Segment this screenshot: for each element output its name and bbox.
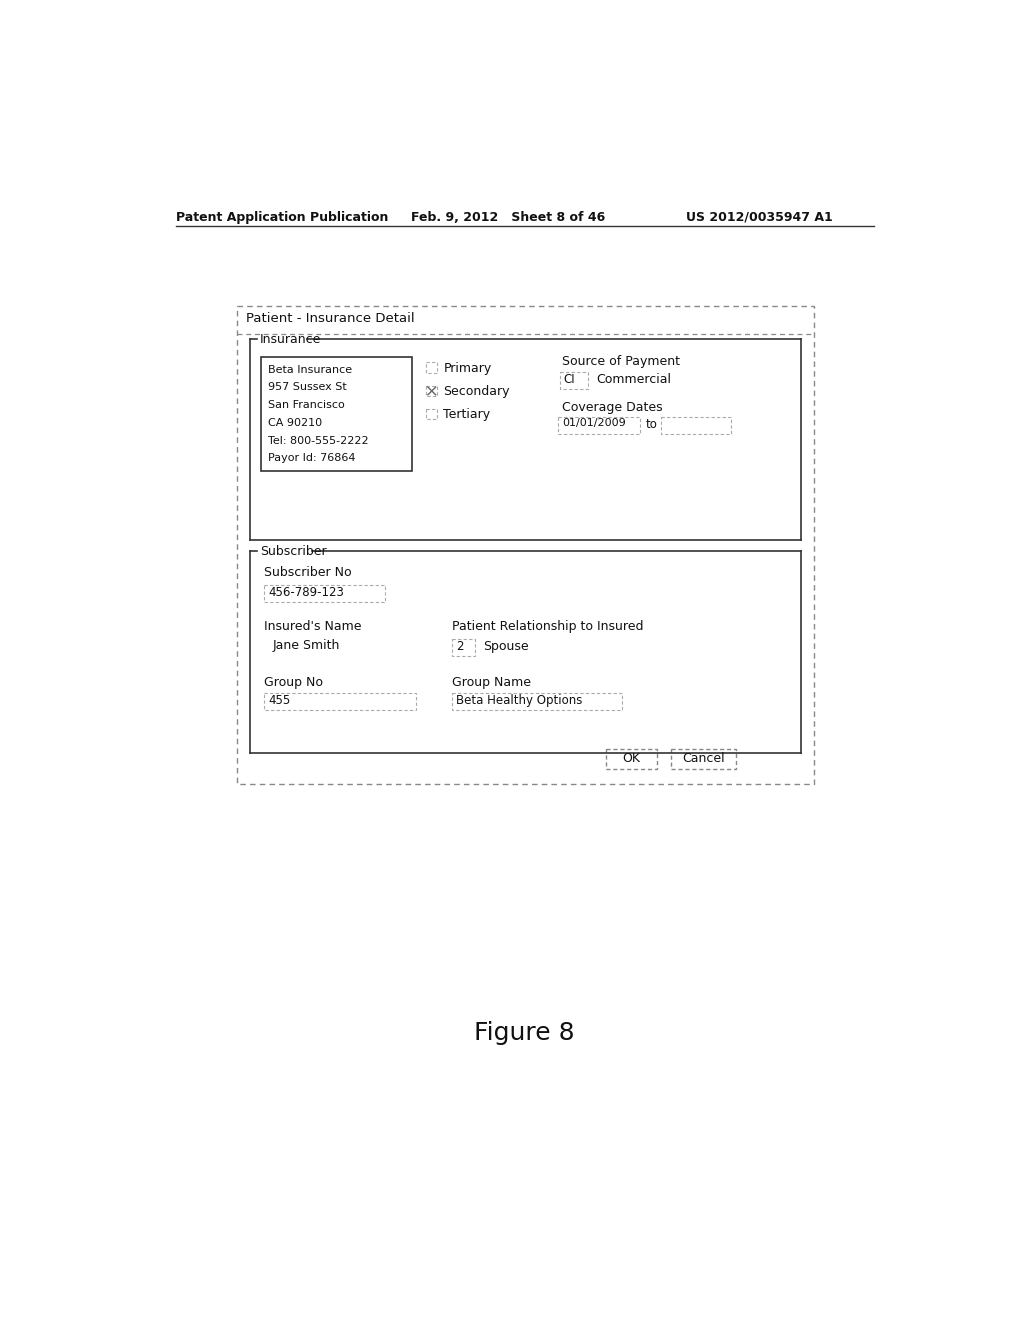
Text: Commercial: Commercial — [596, 374, 671, 387]
Text: Spouse: Spouse — [483, 640, 528, 652]
Text: Tel: 800-555-2222: Tel: 800-555-2222 — [267, 436, 368, 446]
Bar — [261, 358, 413, 471]
Text: 455: 455 — [268, 693, 291, 706]
Bar — [264, 585, 385, 602]
Bar — [452, 693, 623, 710]
Text: San Francisco: San Francisco — [267, 400, 344, 411]
Text: Patent Application Publication: Patent Application Publication — [176, 211, 388, 224]
Text: Figure 8: Figure 8 — [474, 1020, 575, 1045]
Text: CA 90210: CA 90210 — [267, 418, 322, 428]
Text: 01/01/2009: 01/01/2009 — [562, 418, 626, 428]
Text: Insurance: Insurance — [260, 333, 322, 346]
Bar — [426, 409, 437, 420]
Text: US 2012/0035947 A1: US 2012/0035947 A1 — [686, 211, 833, 224]
Bar — [426, 385, 437, 396]
Text: Feb. 9, 2012   Sheet 8 of 46: Feb. 9, 2012 Sheet 8 of 46 — [411, 211, 605, 224]
Bar — [237, 306, 814, 784]
Text: Cancel: Cancel — [682, 752, 725, 766]
Bar — [452, 639, 475, 656]
Text: Tertiary: Tertiary — [443, 408, 490, 421]
Text: Group No: Group No — [264, 676, 324, 689]
Text: Secondary: Secondary — [443, 385, 510, 397]
Text: Group Name: Group Name — [452, 676, 531, 689]
Text: Subscriber: Subscriber — [260, 545, 327, 557]
Text: Insured's Name: Insured's Name — [264, 620, 361, 634]
Text: Source of Payment: Source of Payment — [562, 355, 680, 368]
Bar — [606, 748, 656, 770]
Text: Beta Healthy Options: Beta Healthy Options — [456, 693, 583, 706]
Text: Primary: Primary — [443, 362, 492, 375]
Bar — [671, 748, 736, 770]
Bar — [264, 693, 416, 710]
Text: to: to — [646, 418, 657, 430]
Text: Payor Id: 76864: Payor Id: 76864 — [267, 453, 355, 463]
Text: Coverage Dates: Coverage Dates — [562, 401, 663, 414]
Text: Beta Insurance: Beta Insurance — [267, 364, 351, 375]
Text: Patient Relationship to Insured: Patient Relationship to Insured — [452, 620, 643, 634]
Text: CI: CI — [563, 374, 575, 387]
Text: Jane Smith: Jane Smith — [272, 639, 340, 652]
Text: Patient - Insurance Detail: Patient - Insurance Detail — [246, 313, 415, 326]
Text: Subscriber No: Subscriber No — [264, 566, 352, 579]
Bar — [426, 363, 437, 374]
Text: 2: 2 — [457, 640, 464, 652]
Text: 957 Sussex St: 957 Sussex St — [267, 383, 346, 392]
Bar — [558, 417, 640, 434]
Bar — [662, 417, 731, 434]
Text: 456-789-123: 456-789-123 — [268, 586, 344, 599]
Bar — [560, 372, 589, 389]
Text: OK: OK — [623, 752, 640, 766]
